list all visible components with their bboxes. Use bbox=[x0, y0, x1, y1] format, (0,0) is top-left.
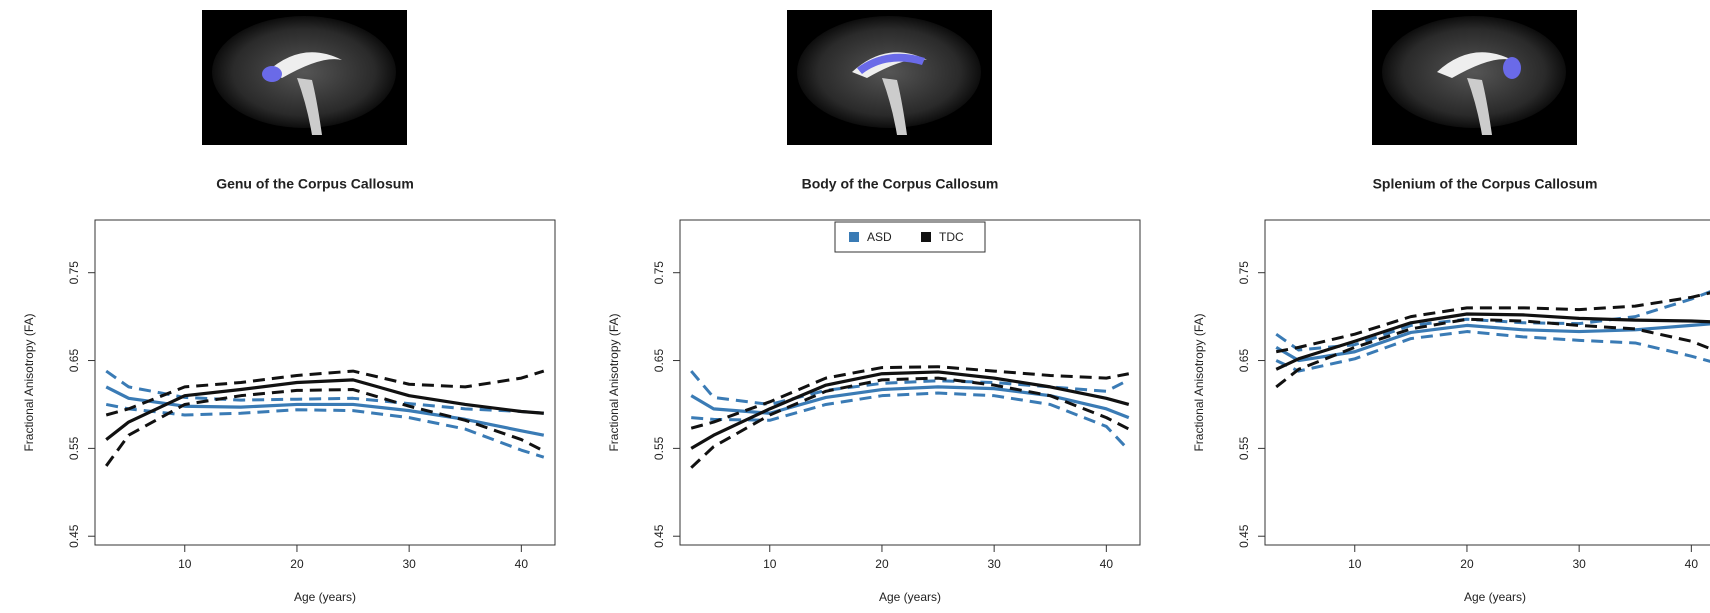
fit-line bbox=[1275, 322, 1710, 363]
x-axis-label: Age (years) bbox=[1464, 590, 1526, 604]
x-axis-label: Age (years) bbox=[879, 590, 941, 604]
x-tick-label: 20 bbox=[1460, 557, 1474, 571]
chart-title: Splenium of the Corpus Callosum bbox=[1373, 176, 1598, 192]
x-tick-label: 40 bbox=[1685, 557, 1699, 571]
y-tick-label: 0.55 bbox=[67, 436, 81, 460]
fit-line bbox=[690, 370, 1130, 450]
confidence-band bbox=[690, 376, 1130, 469]
x-tick-label: 20 bbox=[875, 557, 889, 571]
legend-label: ASD bbox=[867, 230, 892, 244]
x-tick-label: 30 bbox=[402, 557, 416, 571]
x-axis-label: Age (years) bbox=[294, 590, 356, 604]
fit-line bbox=[1275, 312, 1710, 371]
confidence-band bbox=[690, 365, 1130, 430]
x-tick-label: 10 bbox=[763, 557, 777, 571]
fit-line bbox=[105, 385, 545, 437]
y-tick-label: 0.45 bbox=[652, 524, 666, 548]
confidence-band bbox=[690, 370, 1130, 406]
chart-title: Body of the Corpus Callosum bbox=[802, 176, 999, 192]
confidence-band bbox=[1275, 317, 1710, 389]
y-axis-label: Fractional Anisotropy (FA) bbox=[1192, 313, 1206, 451]
brain-image bbox=[202, 10, 407, 145]
chart-title: Genu of the Corpus Callosum bbox=[216, 176, 414, 192]
x-tick-label: 10 bbox=[178, 557, 192, 571]
x-tick-label: 40 bbox=[1100, 557, 1114, 571]
plot-frame bbox=[94, 219, 556, 546]
y-tick-label: 0.55 bbox=[652, 436, 666, 460]
x-tick-label: 30 bbox=[987, 557, 1001, 571]
legend-box bbox=[834, 221, 986, 253]
y-tick-label: 0.75 bbox=[1237, 261, 1251, 285]
confidence-band bbox=[1275, 291, 1710, 354]
y-tick-label: 0.75 bbox=[652, 261, 666, 285]
y-tick-label: 0.65 bbox=[652, 349, 666, 373]
legend-swatch bbox=[921, 232, 931, 242]
brain-image bbox=[787, 10, 992, 145]
x-tick-label: 10 bbox=[1348, 557, 1362, 571]
fit-line bbox=[690, 385, 1130, 420]
x-tick-label: 40 bbox=[515, 557, 529, 571]
confidence-band bbox=[105, 369, 545, 417]
y-axis-label: Fractional Anisotropy (FA) bbox=[607, 313, 621, 451]
y-tick-label: 0.75 bbox=[67, 261, 81, 285]
x-tick-label: 30 bbox=[1572, 557, 1586, 571]
confidence-band bbox=[105, 402, 545, 459]
legend-label: TDC bbox=[939, 230, 964, 244]
plot-frame bbox=[1264, 219, 1710, 546]
y-tick-label: 0.65 bbox=[67, 349, 81, 373]
y-axis-label: Fractional Anisotropy (FA) bbox=[22, 313, 36, 451]
legend-swatch bbox=[849, 232, 859, 242]
fit-line bbox=[105, 378, 544, 441]
y-tick-label: 0.55 bbox=[1237, 436, 1251, 460]
legend: ASD TDC bbox=[834, 221, 986, 253]
y-tick-label: 0.45 bbox=[1237, 524, 1251, 548]
y-tick-label: 0.65 bbox=[1237, 349, 1251, 373]
plot-frame bbox=[679, 219, 1141, 546]
x-tick-label: 20 bbox=[290, 557, 304, 571]
y-tick-label: 0.45 bbox=[67, 524, 81, 548]
brain-image bbox=[1372, 10, 1577, 145]
